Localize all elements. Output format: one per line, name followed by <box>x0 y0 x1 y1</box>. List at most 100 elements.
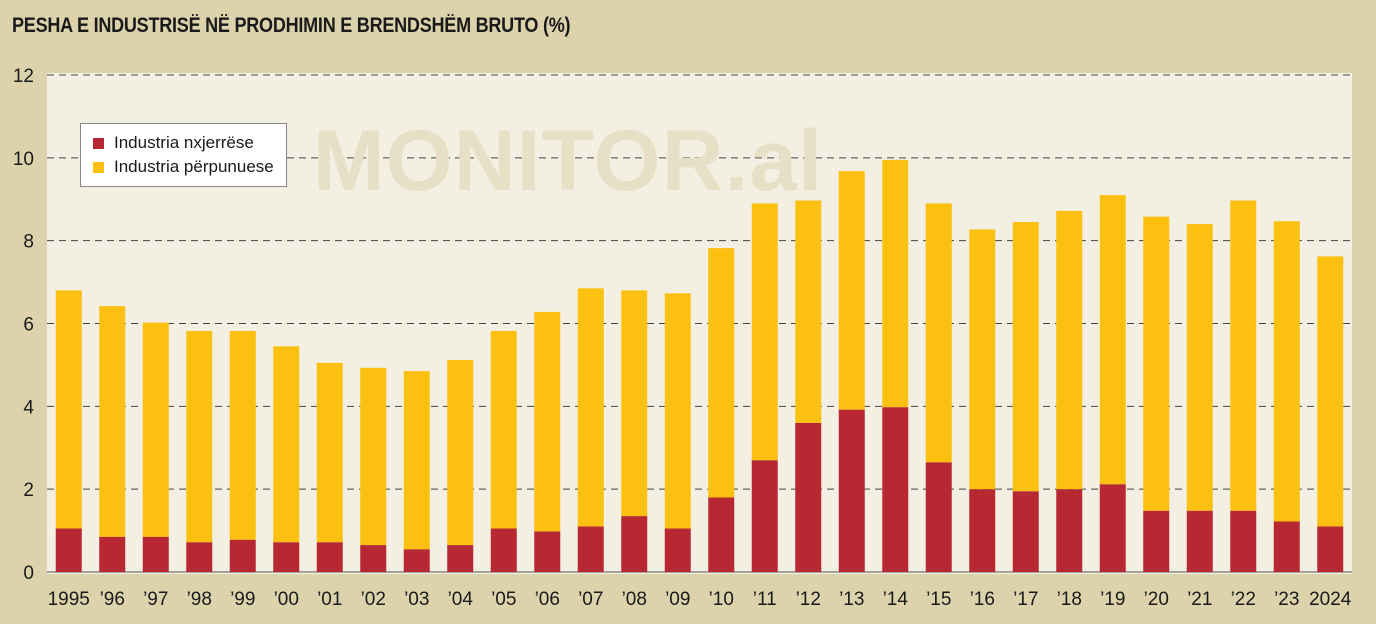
bar-extractive <box>229 539 256 572</box>
bar-manufacturing <box>838 171 865 410</box>
y-tick-label: 2 <box>23 480 34 501</box>
bar-manufacturing <box>1186 224 1213 511</box>
bar-manufacturing <box>99 306 126 537</box>
bar-extractive <box>55 528 82 572</box>
bar-manufacturing <box>1230 200 1257 511</box>
x-tick-label: ’96 <box>100 589 125 610</box>
x-tick-label: ’02 <box>361 589 386 610</box>
bar-manufacturing <box>925 203 952 463</box>
bar-extractive <box>1099 484 1126 572</box>
bar-extractive <box>1230 510 1257 572</box>
bar-manufacturing <box>447 359 474 546</box>
bar-extractive <box>795 422 822 572</box>
bar-manufacturing <box>751 203 778 461</box>
x-tick-label: ’00 <box>274 589 299 610</box>
bar-extractive <box>621 516 648 572</box>
legend-label-extractive: Industria nxjerrëse <box>114 133 254 152</box>
legend-swatch-manufacturing <box>93 161 104 173</box>
bar-manufacturing <box>1099 195 1126 485</box>
x-tick-label: ’14 <box>883 589 909 610</box>
x-tick-label: ’01 <box>317 589 342 610</box>
bar-manufacturing <box>316 362 343 543</box>
legend-item-extractive: Industria nxjerrëse <box>93 132 254 154</box>
bar-extractive <box>751 460 778 572</box>
bar-manufacturing <box>142 322 169 537</box>
bar-manufacturing <box>1273 221 1300 522</box>
x-tick-label: ’11 <box>753 589 777 610</box>
x-tick-label: ’20 <box>1144 589 1169 610</box>
x-tick-label: 1995 <box>48 589 90 610</box>
bar-extractive <box>1186 510 1213 572</box>
y-tick-label: 0 <box>23 563 34 584</box>
x-tick-label: ’07 <box>578 589 603 610</box>
bar-extractive <box>1273 521 1300 572</box>
x-tick-label: ’98 <box>187 589 212 610</box>
bar-extractive <box>882 407 909 572</box>
bar-manufacturing <box>186 330 213 543</box>
y-tick-label: 8 <box>23 232 34 253</box>
bar-manufacturing <box>273 346 300 543</box>
bar-manufacturing <box>403 371 430 550</box>
legend: Industria nxjerrëse Industria përpunuese <box>80 123 287 187</box>
y-tick-label: 6 <box>23 315 34 336</box>
x-axis-ticks: 1995 ’96 ’97 ’98 ’99 ’00 ’01 ’02 ’03 ’04 ’05 ’06 ’07… <box>48 589 1352 610</box>
legend-label-manufacturing: Industria përpunuese <box>114 157 274 176</box>
bar-extractive <box>403 549 430 572</box>
x-tick-label: ’12 <box>796 589 821 610</box>
bar-extractive <box>664 528 691 572</box>
legend-item-manufacturing: Industria përpunuese <box>93 156 274 178</box>
bar-extractive <box>1317 526 1344 572</box>
x-tick-label: ’22 <box>1231 589 1256 610</box>
bar-manufacturing <box>621 290 648 517</box>
bar-manufacturing <box>55 290 82 529</box>
bar-extractive <box>708 497 735 572</box>
bar-extractive <box>360 545 387 572</box>
bar-manufacturing <box>795 200 822 423</box>
y-tick-label: 10 <box>13 149 34 170</box>
bar-manufacturing <box>1012 222 1039 492</box>
bar-manufacturing <box>882 159 909 408</box>
bar-manufacturing <box>229 330 256 540</box>
y-tick-label: 12 <box>13 66 34 87</box>
bar-manufacturing <box>490 330 517 529</box>
y-tick-label: 4 <box>23 397 34 418</box>
x-tick-label: ’23 <box>1274 589 1299 610</box>
bar-manufacturing <box>1056 210 1083 490</box>
bar-manufacturing <box>1143 216 1170 511</box>
bar-extractive <box>186 542 213 572</box>
bar-extractive <box>490 528 517 572</box>
x-tick-label: ’21 <box>1187 589 1212 610</box>
bar-manufacturing <box>708 248 735 498</box>
bar-extractive <box>534 531 561 572</box>
x-tick-label: ’06 <box>535 589 560 610</box>
x-tick-label: 2024 <box>1309 589 1352 610</box>
bar-extractive <box>1056 489 1083 572</box>
chart-title: PESHA E INDUSTRISË NË PRODHIMIN E BRENDS… <box>12 14 571 37</box>
legend-swatch-extractive <box>93 137 104 149</box>
bar-manufacturing <box>534 311 561 532</box>
watermark: MONITOR.al <box>313 113 824 209</box>
bar-manufacturing <box>1317 256 1344 527</box>
x-tick-label: ’16 <box>970 589 995 610</box>
x-tick-label: ’05 <box>491 589 516 610</box>
bar-extractive <box>969 489 996 572</box>
bar-extractive <box>142 536 169 572</box>
bar-extractive <box>577 526 604 572</box>
bar-manufacturing <box>664 293 691 529</box>
x-tick-label: ’13 <box>839 589 864 610</box>
bar-extractive <box>99 536 126 572</box>
bar-extractive <box>316 542 343 572</box>
bar-extractive <box>1143 510 1170 572</box>
x-tick-label: ’18 <box>1057 589 1082 610</box>
bar-extractive <box>273 542 300 572</box>
bars <box>55 159 1344 572</box>
bar-extractive <box>447 545 474 572</box>
bar-extractive <box>1012 491 1039 572</box>
y-axis-ticks: 0 2 4 6 8 10 12 <box>13 66 35 584</box>
x-tick-label: ’99 <box>230 589 255 610</box>
x-tick-label: ’10 <box>709 589 734 610</box>
x-tick-label: ’17 <box>1013 589 1038 610</box>
bar-extractive <box>925 462 952 572</box>
bar-manufacturing <box>577 288 604 527</box>
